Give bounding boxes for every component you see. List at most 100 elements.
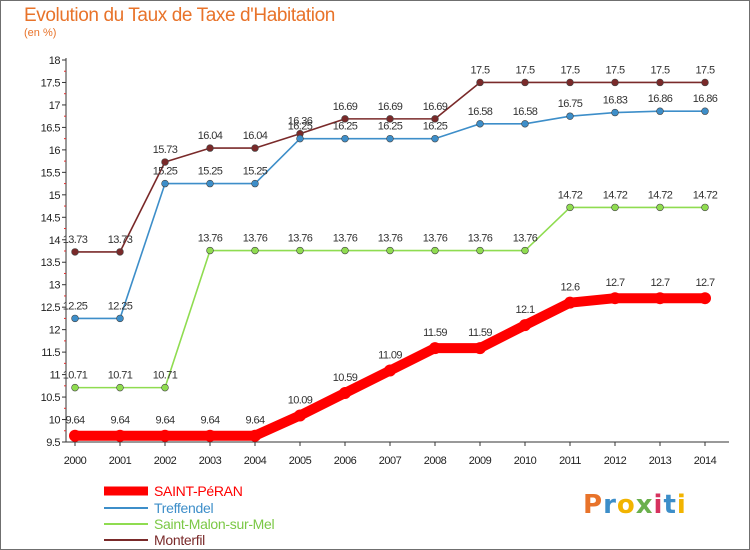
data-label: 17.5 — [560, 64, 579, 76]
x-tick-label: 2006 — [334, 455, 357, 467]
data-label: 16.25 — [288, 121, 313, 133]
x-tick-label: 2010 — [514, 455, 537, 467]
y-tick-label: 16.5 — [41, 122, 61, 134]
data-label: 11.59 — [468, 327, 492, 339]
data-point — [71, 314, 79, 323]
data-label: 13.76 — [333, 233, 358, 245]
data-point — [654, 292, 666, 305]
y-tick-label: 16 — [49, 145, 61, 157]
logo-letter: t — [663, 490, 677, 520]
data-label: 13.76 — [243, 233, 268, 245]
data-label: 14.72 — [648, 189, 673, 201]
data-label: 9.64 — [245, 415, 264, 427]
data-label: 9.64 — [155, 415, 174, 427]
y-tick-label: 10.5 — [41, 392, 61, 404]
data-label: 12.25 — [63, 300, 88, 312]
data-point — [206, 246, 214, 255]
y-tick-label: 13 — [49, 280, 61, 292]
data-label: 17.5 — [515, 64, 534, 76]
data-label: 13.73 — [63, 234, 88, 246]
x-tick-label: 2014 — [694, 455, 717, 467]
data-point — [341, 246, 349, 255]
data-point — [161, 383, 169, 392]
data-label: 12.7 — [605, 277, 624, 289]
data-point — [294, 409, 306, 422]
x-tick-label: 2000 — [64, 455, 87, 467]
y-tick-label: 14.5 — [41, 212, 61, 224]
data-label: 14.72 — [558, 189, 583, 201]
data-point — [204, 429, 216, 442]
data-label: 16.69 — [378, 101, 403, 113]
data-point — [341, 115, 349, 123]
legend-label: Saint-Malon-sur-Mel — [154, 516, 275, 532]
data-label: 10.71 — [108, 370, 133, 382]
logo-letter: P — [583, 490, 604, 520]
data-point — [611, 78, 619, 87]
data-label: 13.76 — [288, 233, 313, 245]
data-label: 13.76 — [468, 233, 493, 245]
data-point — [249, 429, 261, 442]
x-tick-label: 2001 — [109, 455, 132, 467]
y-tick-label: 17.5 — [41, 77, 61, 89]
x-tick-label: 2013 — [649, 455, 672, 467]
y-tick-label: 11 — [50, 370, 61, 382]
x-tick-label: 2012 — [604, 455, 627, 467]
data-label: 9.64 — [110, 415, 129, 427]
data-label: 12.1 — [515, 304, 534, 316]
data-point — [116, 314, 124, 323]
y-tick-label: 12 — [49, 325, 61, 337]
data-point — [206, 144, 214, 152]
data-point — [521, 246, 529, 255]
data-label: 16.58 — [513, 106, 538, 118]
data-point — [476, 246, 484, 255]
data-point — [701, 203, 709, 212]
legend-label: Treffendel — [154, 500, 213, 516]
y-tick-label: 15.5 — [41, 167, 61, 179]
data-point — [611, 203, 619, 212]
data-label: 12.7 — [650, 277, 669, 289]
data-label: 16.25 — [333, 121, 358, 133]
data-label: 17.5 — [605, 64, 624, 76]
data-label: 16.04 — [243, 130, 268, 142]
data-label: 15.73 — [153, 144, 178, 156]
data-point — [656, 107, 664, 115]
x-tick-label: 2003 — [199, 455, 222, 467]
data-point — [566, 112, 574, 120]
data-label: 12.7 — [695, 277, 714, 289]
data-label: 17.5 — [695, 64, 714, 76]
y-tick-label: 17 — [49, 100, 61, 112]
data-point — [521, 120, 529, 128]
data-label: 13.76 — [378, 233, 403, 245]
data-point — [656, 203, 664, 212]
data-point — [116, 383, 124, 392]
logo-letter: i — [676, 490, 687, 520]
data-point — [296, 134, 304, 143]
x-tick-label: 2004 — [244, 455, 267, 467]
data-point — [564, 296, 576, 309]
data-label: 13.76 — [513, 233, 538, 245]
data-point — [699, 292, 711, 305]
data-point — [386, 115, 394, 123]
data-label: 16.25 — [378, 121, 403, 133]
data-label: 10.71 — [153, 370, 178, 382]
legend-label: Monterfil — [154, 532, 205, 548]
data-point — [114, 429, 126, 442]
data-label: 12.25 — [108, 300, 133, 312]
y-tick-label: 15 — [49, 190, 61, 202]
data-label: 16.58 — [468, 106, 493, 118]
data-point — [251, 246, 259, 255]
data-label: 10.09 — [288, 394, 313, 406]
data-point — [386, 134, 394, 143]
data-point — [431, 115, 439, 123]
data-label: 16.83 — [603, 95, 628, 107]
data-label: 15.25 — [153, 166, 178, 178]
y-tick-label: 10 — [49, 415, 61, 427]
y-tick-label: 12.5 — [41, 302, 61, 314]
y-tick-label: 13.5 — [41, 257, 61, 269]
data-label: 17.5 — [470, 64, 489, 76]
data-label: 14.72 — [693, 189, 718, 201]
x-tick-label: 2008 — [424, 455, 447, 467]
data-label: 16.36 — [288, 116, 313, 128]
data-point — [476, 78, 484, 87]
